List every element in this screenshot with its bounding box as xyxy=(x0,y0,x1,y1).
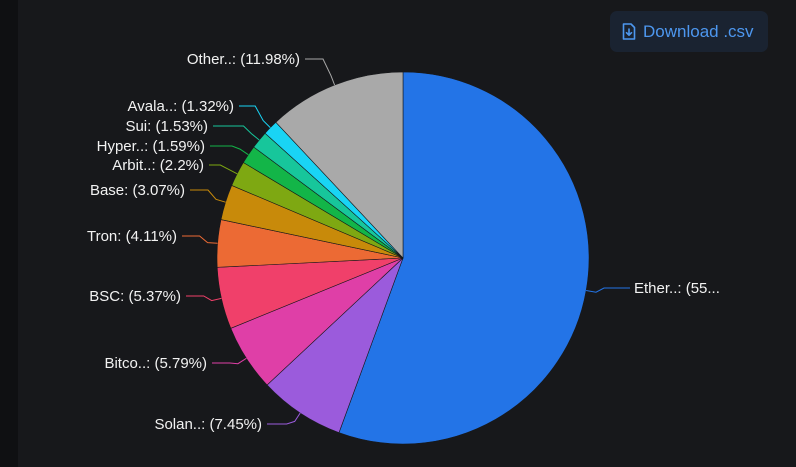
leader-line-ether xyxy=(586,287,630,293)
download-csv-button[interactable]: Download .csv xyxy=(610,11,768,52)
leader-line-base xyxy=(190,189,226,203)
slice-label-solan: Solan..: (7.45%) xyxy=(154,416,262,433)
slice-label-hyper: Hyper..: (1.59%) xyxy=(97,138,205,155)
leader-line-other xyxy=(305,58,336,86)
leader-line-tron xyxy=(182,235,218,244)
slice-labels: Ether..: (55... Solan..: (7.45%) Bitco..: … xyxy=(87,51,720,433)
leader-line-solan xyxy=(267,412,301,425)
pie-slices xyxy=(216,71,590,445)
slice-label-bitco: Bitco..: (5.79%) xyxy=(104,355,207,372)
slice-label-avala: Avala..: (1.32%) xyxy=(128,98,234,115)
leader-line-sui xyxy=(213,125,260,141)
slice-label-ether: Ether..: (55... xyxy=(634,280,720,297)
leader-line-hyper xyxy=(210,145,249,156)
slice-label-arbit: Arbit..: (2.2%) xyxy=(112,157,204,174)
download-csv-label: Download .csv xyxy=(643,21,754,41)
leader-line-arbit xyxy=(209,164,238,175)
label-leader-lines xyxy=(182,58,630,425)
leader-line-bsc xyxy=(186,295,222,302)
pie-slice-other[interactable] xyxy=(275,71,404,259)
leader-line-avala xyxy=(239,105,271,128)
slice-label-base: Base: (3.07%) xyxy=(90,182,185,199)
slice-label-sui: Sui: (1.53%) xyxy=(125,118,208,135)
leader-line-bitco xyxy=(212,357,247,365)
file-download-icon xyxy=(622,23,636,40)
slice-label-bsc: BSC: (5.37%) xyxy=(89,288,181,305)
slice-label-tron: Tron: (4.11%) xyxy=(87,228,177,245)
slice-label-other: Other..: (11.98%) xyxy=(187,51,300,68)
